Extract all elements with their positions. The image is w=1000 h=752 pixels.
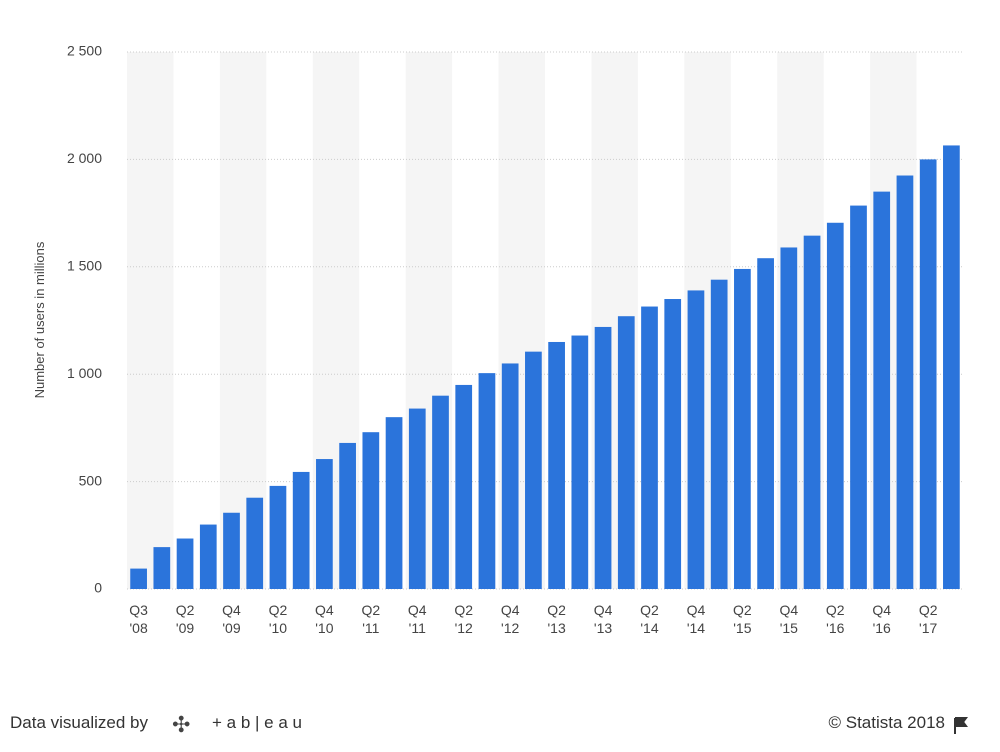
bar bbox=[641, 306, 658, 589]
x-tick-label: Q4'12 bbox=[501, 602, 520, 636]
tableau-logo: ✣ bbox=[172, 712, 190, 737]
y-tick-label: 500 bbox=[79, 472, 103, 488]
bar bbox=[246, 497, 264, 589]
bar bbox=[803, 235, 821, 590]
bar bbox=[687, 290, 705, 589]
bar bbox=[850, 205, 867, 589]
bar bbox=[594, 326, 612, 589]
x-tick-label: Q4'15 bbox=[779, 602, 798, 636]
x-tick-label: Q4'13 bbox=[594, 602, 613, 636]
bar bbox=[362, 432, 380, 589]
band-layer bbox=[127, 52, 917, 589]
y-tick-label: 2 500 bbox=[67, 43, 102, 59]
bar bbox=[153, 547, 171, 589]
x-tick-label: Q3'08 bbox=[129, 602, 148, 636]
bar bbox=[943, 145, 960, 590]
bar bbox=[316, 459, 333, 589]
bar bbox=[199, 524, 217, 589]
y-tick-label: 2 000 bbox=[67, 150, 102, 166]
bar bbox=[896, 175, 914, 589]
bar bbox=[919, 159, 937, 589]
bar bbox=[548, 341, 565, 589]
x-tick-label: Q2'09 bbox=[176, 602, 195, 636]
bar bbox=[525, 351, 542, 589]
bar bbox=[339, 442, 356, 589]
bar bbox=[478, 373, 496, 589]
x-tick-label: Q2'14 bbox=[640, 602, 659, 636]
x-tick-label: Q2'17 bbox=[919, 602, 938, 636]
source: © Statista 2018 bbox=[829, 713, 946, 732]
bar bbox=[617, 316, 635, 589]
x-tick-label: Q2'11 bbox=[361, 602, 380, 636]
x-tick-label: Q2'10 bbox=[269, 602, 288, 636]
bar bbox=[710, 279, 728, 589]
bar bbox=[455, 384, 473, 589]
x-tick-label: Q4'11 bbox=[408, 602, 427, 636]
y-axis-label: Number of users in millions bbox=[32, 241, 47, 398]
flag-icon bbox=[954, 717, 968, 734]
bar bbox=[780, 247, 798, 589]
x-tick-label: Q2'12 bbox=[454, 602, 473, 636]
bar bbox=[385, 417, 403, 589]
bar bbox=[269, 485, 287, 589]
bar bbox=[408, 408, 426, 589]
x-tick-label: Q2'15 bbox=[733, 602, 752, 636]
x-tick-label: Q4'09 bbox=[222, 602, 241, 636]
bar bbox=[757, 258, 774, 589]
bar bbox=[223, 512, 240, 589]
credit: Data visualized by bbox=[10, 713, 148, 732]
logo-mark: ✣ bbox=[172, 712, 190, 737]
bar bbox=[176, 538, 194, 589]
brand: + a b | e a u bbox=[212, 713, 302, 732]
bar bbox=[571, 335, 589, 589]
y-tick-label: 1 000 bbox=[67, 365, 102, 381]
x-tick-label: Q4'14 bbox=[687, 602, 706, 636]
bar bbox=[432, 395, 449, 589]
bar bbox=[292, 471, 310, 589]
bar bbox=[501, 363, 519, 589]
bar bbox=[664, 299, 682, 589]
bar bbox=[826, 222, 844, 590]
x-tick-label: Q4'16 bbox=[872, 602, 891, 636]
bar bbox=[130, 568, 147, 589]
bar bbox=[873, 191, 891, 589]
x-tick-label: Q4'10 bbox=[315, 602, 334, 636]
x-tick-label: Q2'16 bbox=[826, 602, 845, 636]
y-tick-label: 1 500 bbox=[67, 258, 102, 274]
y-tick-label: 0 bbox=[94, 580, 102, 596]
bar bbox=[734, 268, 751, 589]
band bbox=[127, 52, 174, 589]
x-tick-label: Q2'13 bbox=[547, 602, 566, 636]
